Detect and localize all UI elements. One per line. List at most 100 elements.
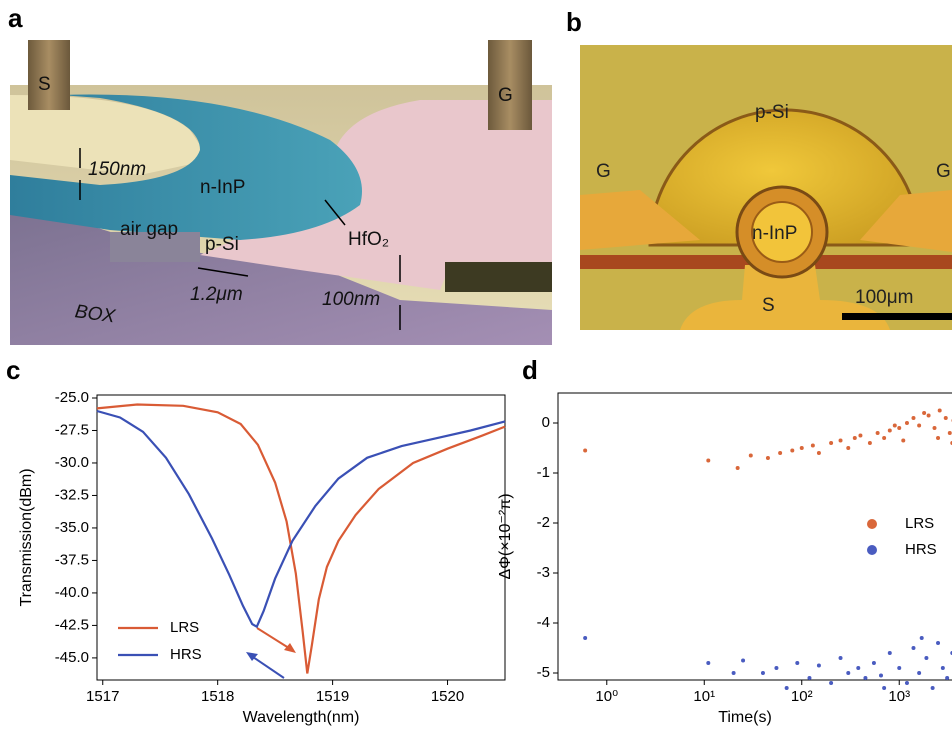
point	[838, 656, 843, 660]
point	[871, 661, 876, 665]
point	[867, 441, 872, 445]
plot-frame	[557, 392, 952, 681]
point	[706, 661, 711, 665]
s-electrode	[680, 265, 890, 330]
point	[922, 411, 927, 415]
n-inp-disk	[751, 201, 813, 263]
point	[879, 673, 884, 678]
legend-label: LRS	[170, 619, 199, 636]
y-tick-label: -27.5	[55, 421, 89, 438]
annotation: HfO₂	[348, 229, 389, 250]
x-tick-label: 1517	[86, 688, 119, 705]
y-tick-label: -37.5	[55, 551, 89, 568]
point	[731, 671, 736, 675]
point	[829, 681, 834, 685]
annotation: p-Si	[205, 234, 239, 255]
dim-arrow	[197, 267, 249, 277]
n-inp	[10, 94, 362, 240]
point	[774, 666, 779, 670]
annotation: 100μm	[855, 287, 913, 308]
point	[784, 686, 789, 690]
legend-swatch	[867, 545, 877, 555]
box-layer	[10, 200, 552, 345]
point	[911, 646, 916, 650]
legend-swatch	[867, 519, 877, 529]
arrow-head	[284, 643, 296, 653]
point	[816, 451, 821, 455]
point	[735, 466, 740, 470]
point	[887, 651, 892, 655]
annotation: S	[38, 74, 51, 95]
point	[778, 451, 783, 455]
annotation: 150nm	[88, 159, 146, 180]
point	[936, 641, 941, 645]
point	[936, 436, 941, 440]
point	[807, 676, 812, 680]
point	[943, 416, 948, 420]
point	[875, 431, 880, 435]
point	[926, 413, 931, 418]
point	[932, 426, 937, 430]
x-tick-label: 10³	[888, 688, 910, 705]
point	[816, 663, 821, 668]
annotation: n-InP	[200, 177, 245, 198]
point	[760, 671, 765, 675]
point	[897, 666, 902, 670]
y-axis-label: ΔΦ(×10⁻²π)	[497, 493, 514, 579]
arrow-head	[246, 652, 258, 661]
panel-label: a	[8, 3, 23, 33]
annotation: p-Si	[755, 102, 789, 123]
point	[924, 656, 929, 660]
point	[892, 423, 897, 428]
y-tick-label: -40.0	[55, 584, 89, 601]
x-tick-label: 10⁰	[595, 688, 618, 705]
point	[863, 676, 868, 680]
panel-a: a S G 150nm n-InP air gap p-Si HfO₂ 1.2μ…	[8, 3, 552, 345]
point	[795, 661, 800, 665]
point	[810, 443, 815, 448]
y-axis-label: Transmission(dBm)	[18, 468, 35, 606]
p-si-top	[10, 95, 210, 175]
electrode-edge	[445, 262, 552, 292]
point	[838, 438, 843, 443]
hfo2-layer	[200, 100, 552, 290]
x-axis-label: Wavelength(nm)	[243, 709, 360, 726]
point	[829, 441, 834, 445]
point	[706, 458, 711, 463]
point	[882, 436, 887, 440]
panel-label: c	[6, 355, 20, 385]
annotation: n-InP	[752, 223, 797, 244]
pointer	[324, 199, 346, 226]
point	[945, 676, 950, 680]
point	[741, 658, 746, 663]
line	[96, 409, 506, 629]
legend-label: HRS	[905, 541, 937, 558]
point	[748, 453, 753, 458]
point	[937, 408, 942, 413]
annotation: G	[596, 161, 611, 182]
shift-arrow	[256, 627, 293, 651]
line	[96, 403, 506, 674]
air-gap	[110, 232, 200, 262]
annotation: S	[762, 295, 775, 316]
point	[947, 431, 952, 435]
point	[882, 686, 887, 690]
point	[930, 686, 935, 690]
point	[858, 433, 863, 438]
annotation: 1.2μm	[190, 284, 243, 305]
point	[583, 636, 588, 640]
x-tick-label: 1518	[201, 688, 234, 705]
x-axis-label: Time(s)	[718, 709, 772, 726]
y-tick-label: -35.0	[55, 519, 89, 536]
g-electrode	[580, 190, 700, 250]
panel-b: b p-Si G G n-InP S 100μm	[566, 7, 952, 330]
x-tick-label: 1519	[316, 688, 349, 705]
point	[897, 426, 902, 430]
legend-label: LRS	[905, 515, 934, 532]
y-tick-label: -30.0	[55, 454, 89, 471]
y-tick-label: -45.0	[55, 649, 89, 666]
y-tick-label: -1	[537, 464, 550, 481]
point	[940, 666, 945, 670]
shift-arrow	[249, 654, 285, 679]
